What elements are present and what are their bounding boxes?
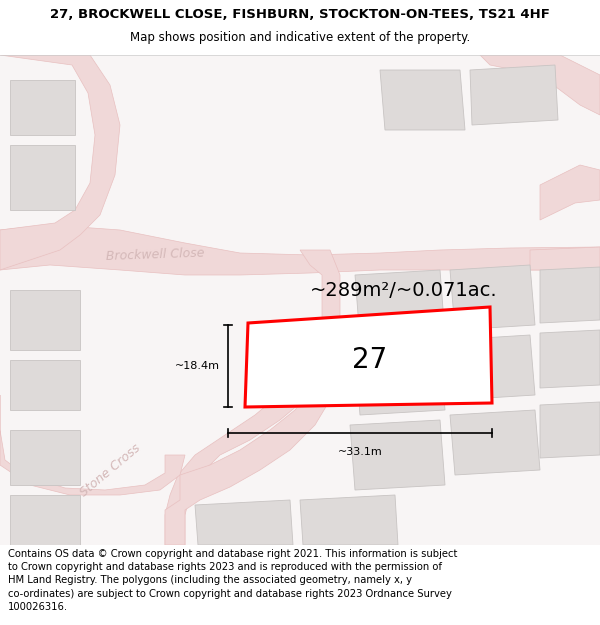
Polygon shape [10,145,75,210]
Polygon shape [245,307,492,407]
Text: Map shows position and indicative extent of the property.: Map shows position and indicative extent… [130,31,470,44]
Text: 27: 27 [352,346,388,374]
Polygon shape [450,335,535,400]
Polygon shape [0,225,600,275]
Text: ~18.4m: ~18.4m [175,361,220,371]
Polygon shape [0,55,120,270]
Polygon shape [165,325,340,545]
Polygon shape [540,330,600,388]
Polygon shape [10,80,75,135]
Polygon shape [10,430,80,485]
Text: ~289m²/~0.071ac.: ~289m²/~0.071ac. [310,281,497,299]
Text: Brockwell Close: Brockwell Close [106,247,205,263]
Polygon shape [540,402,600,458]
Polygon shape [450,265,535,330]
Polygon shape [350,420,445,490]
Text: ~33.1m: ~33.1m [338,447,382,457]
Polygon shape [10,290,80,350]
Polygon shape [10,360,80,410]
Polygon shape [480,55,600,115]
Polygon shape [300,495,398,545]
Polygon shape [195,500,293,545]
Polygon shape [380,70,465,130]
Text: 27, BROCKWELL CLOSE, FISHBURN, STOCKTON-ON-TEES, TS21 4HF: 27, BROCKWELL CLOSE, FISHBURN, STOCKTON-… [50,9,550,21]
Polygon shape [530,247,600,270]
Polygon shape [10,495,80,545]
Polygon shape [0,55,600,545]
Text: Stone Cross: Stone Cross [280,326,301,394]
Polygon shape [470,65,558,125]
Polygon shape [165,250,340,545]
Text: Contains OS data © Crown copyright and database right 2021. This information is : Contains OS data © Crown copyright and d… [8,549,457,612]
Polygon shape [355,345,445,415]
Polygon shape [355,270,445,340]
Polygon shape [540,267,600,323]
Polygon shape [450,410,540,475]
Polygon shape [0,395,185,495]
Polygon shape [540,165,600,220]
Text: Stone Cross: Stone Cross [77,441,143,499]
